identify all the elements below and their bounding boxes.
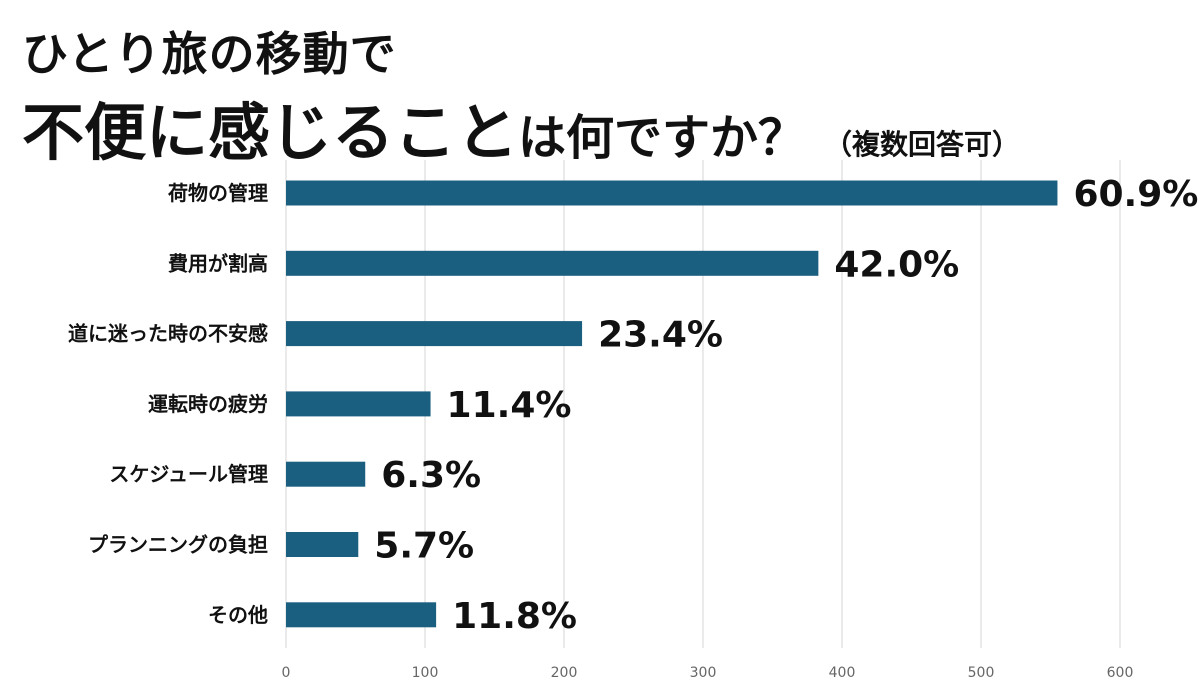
category-label: 荷物の管理 (168, 181, 268, 205)
chart-title-note: （複数回答可） (824, 128, 1021, 161)
data-label: 23.4% (598, 315, 723, 356)
chart-title-emphasis: 不便に感じること (22, 96, 519, 169)
x-tick-label: 200 (551, 665, 578, 681)
bar (286, 461, 366, 487)
data-label: 42.0% (834, 244, 959, 285)
category-label: スケジュール管理 (109, 462, 268, 486)
x-tick-label: 0 (282, 665, 291, 681)
data-label: 11.8% (452, 596, 577, 637)
bar (286, 250, 819, 276)
chart-title-line1: ひとり旅の移動で (22, 27, 397, 81)
x-tick-label: 300 (690, 665, 717, 681)
bar (286, 532, 359, 557)
x-tick-label: 400 (829, 665, 856, 681)
bar (286, 391, 431, 417)
category-label: 費用が割高 (168, 251, 268, 275)
category-label: 道に迷った時の不安感 (68, 322, 268, 346)
chart-title-question: は何ですか？ (518, 110, 807, 166)
bar (286, 321, 583, 347)
category-label: 運転時の疲労 (148, 392, 268, 416)
data-label: 6.3% (381, 455, 481, 496)
data-label: 60.9% (1073, 174, 1198, 215)
category-label: その他 (208, 603, 268, 627)
chart-title-line2: 不便に感じることは何ですか？ （複数回答可） (22, 82, 1020, 172)
data-label: 5.7% (374, 526, 474, 567)
category-label: プランニングの負担 (88, 533, 268, 557)
bar (286, 602, 437, 628)
data-label: 11.4% (447, 385, 572, 426)
x-tick-label: 600 (1107, 665, 1134, 681)
bar (286, 180, 1058, 206)
x-tick-label: 500 (968, 665, 995, 681)
x-tick-label: 100 (412, 665, 439, 681)
